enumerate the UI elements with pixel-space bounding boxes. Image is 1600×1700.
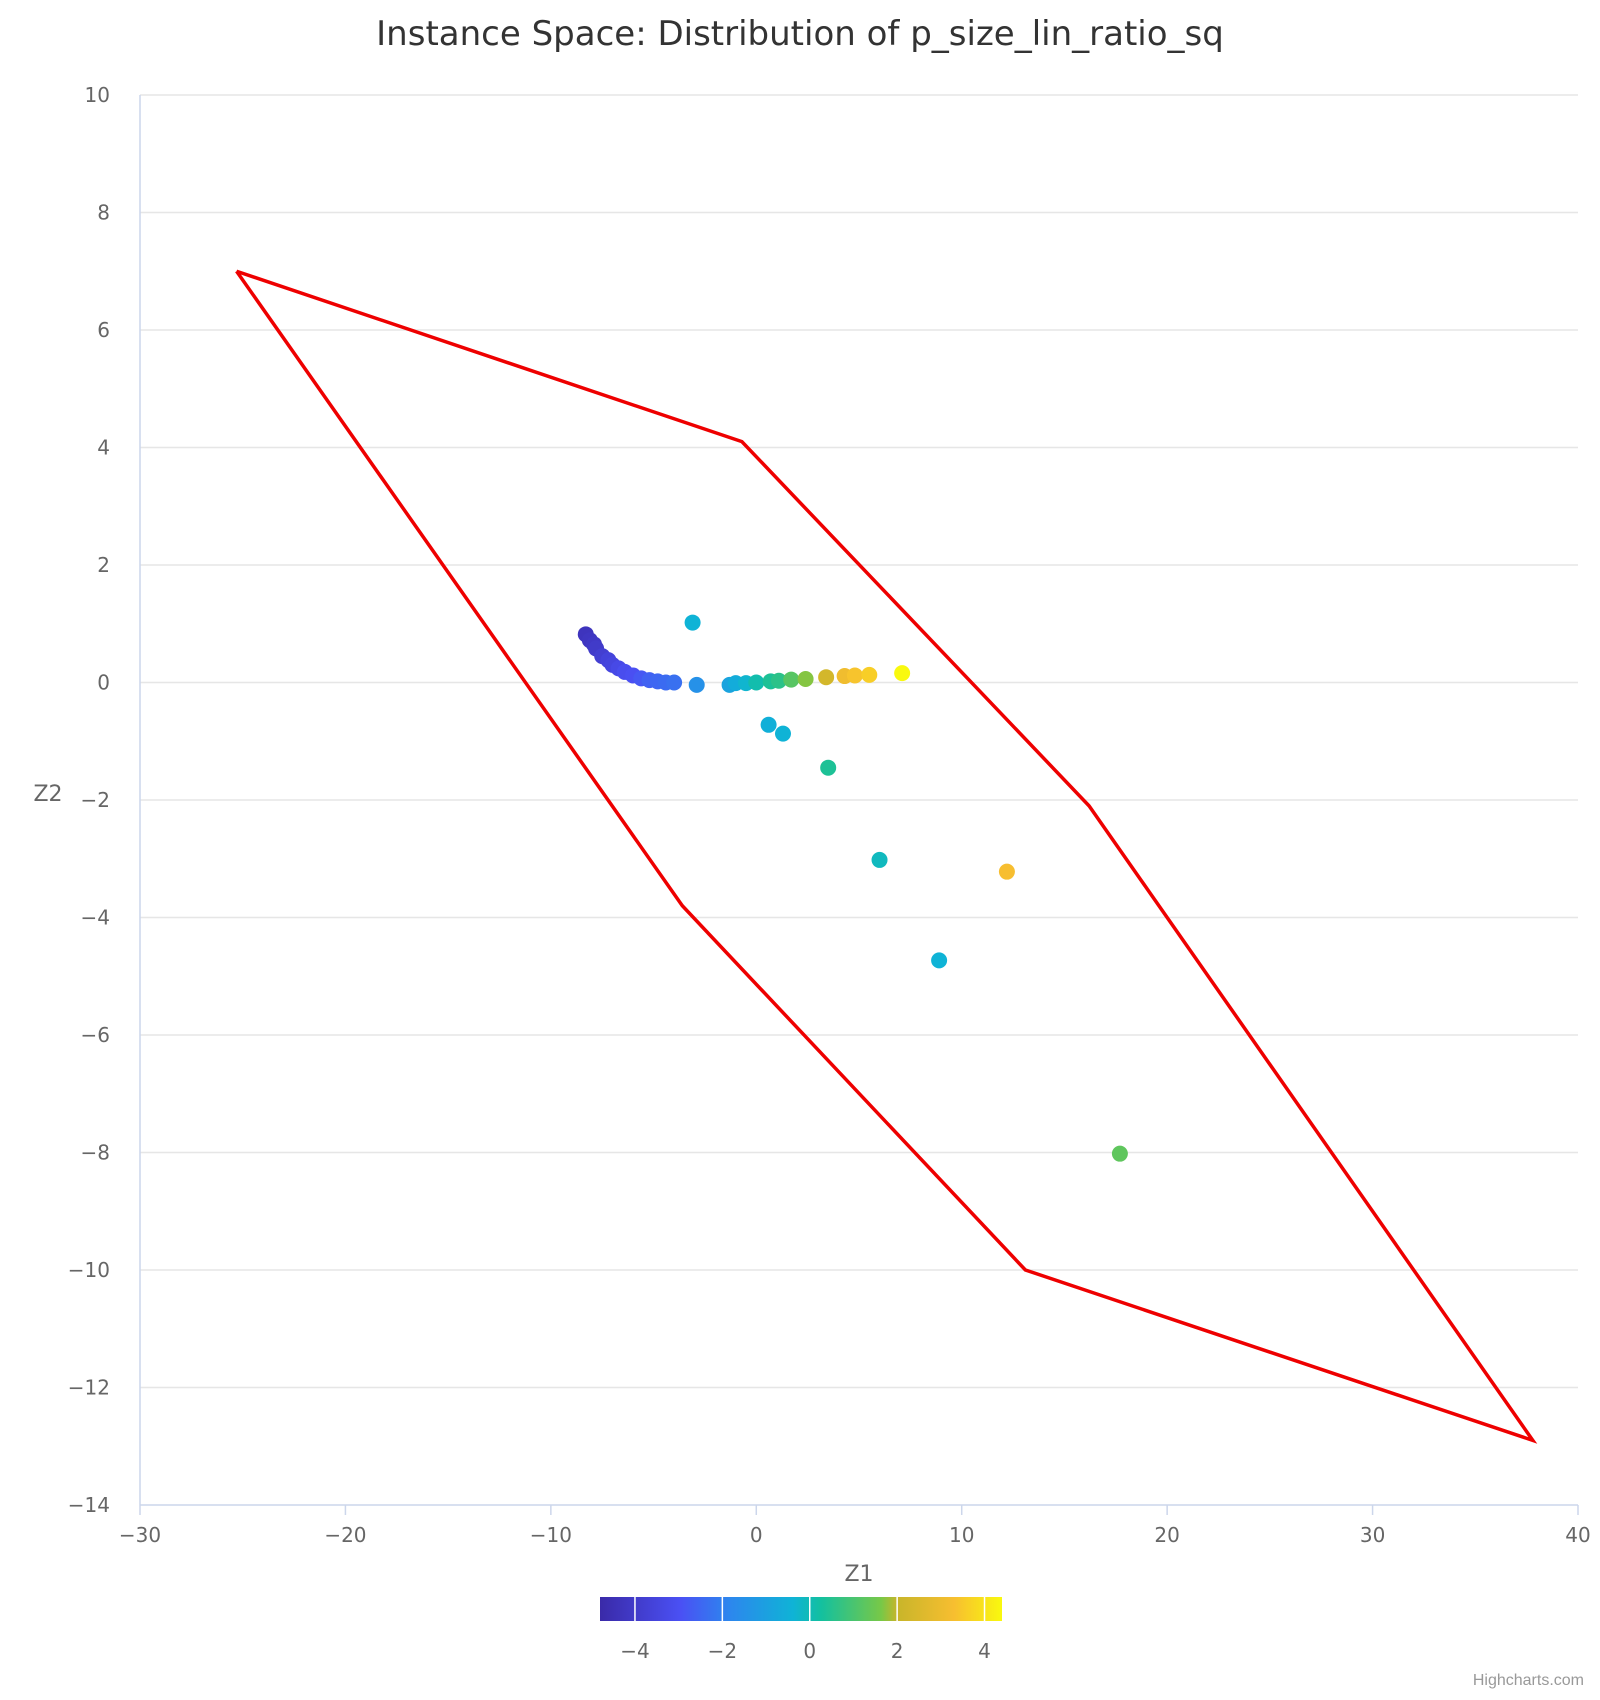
x-tick-label: −10 xyxy=(530,1523,572,1547)
y-axis-title: Z2 xyxy=(33,782,62,807)
data-point xyxy=(861,666,878,683)
x-axis-title: Z1 xyxy=(844,1562,873,1587)
color-axis-legend: −4 −2 0 2 4 xyxy=(600,1597,1002,1663)
y-tick-label: −14 xyxy=(68,1493,110,1517)
y-tick-label: −6 xyxy=(81,1023,110,1047)
credits-link[interactable]: Highcharts.com xyxy=(1472,1672,1584,1689)
y-tick-label: 2 xyxy=(97,553,110,577)
color-axis-label: 4 xyxy=(978,1639,991,1663)
chart-title: Instance Space: Distribution of p_size_l… xyxy=(376,14,1224,54)
data-point xyxy=(871,851,888,868)
x-tick-label: −20 xyxy=(324,1523,366,1547)
data-point xyxy=(894,665,911,682)
x-tick-label: 30 xyxy=(1360,1523,1385,1547)
grid-lines xyxy=(140,94,1578,1389)
data-point xyxy=(684,614,701,631)
y-tick-label: 4 xyxy=(97,436,110,460)
y-tick-label: 10 xyxy=(85,83,110,107)
data-point xyxy=(666,674,683,691)
data-point xyxy=(688,676,705,693)
data-point xyxy=(748,674,765,691)
color-axis-label: −4 xyxy=(620,1639,649,1663)
color-axis-bar xyxy=(600,1597,1002,1621)
y-tick-label: −4 xyxy=(81,906,110,930)
y-tick-label: −10 xyxy=(68,1258,110,1282)
color-axis-label: 2 xyxy=(891,1639,904,1663)
scatter-points xyxy=(577,614,1128,1162)
data-point xyxy=(931,952,948,969)
data-point xyxy=(774,725,791,742)
y-tick-label: 8 xyxy=(97,201,110,225)
color-axis-label: 0 xyxy=(803,1639,816,1663)
data-point xyxy=(998,863,1015,880)
x-tick-label: 40 xyxy=(1565,1523,1590,1547)
color-axis-label: −2 xyxy=(708,1639,737,1663)
boundary-line xyxy=(235,269,1538,1444)
data-point xyxy=(1111,1145,1128,1162)
y-tick-label: −2 xyxy=(81,788,110,812)
data-point xyxy=(770,672,787,689)
x-tick-label: −30 xyxy=(119,1523,161,1547)
data-point xyxy=(818,669,835,686)
x-tick-label: 0 xyxy=(750,1523,763,1547)
y-tick-label: 6 xyxy=(97,318,110,342)
y-tick-label: −8 xyxy=(81,1141,110,1165)
data-point xyxy=(846,667,863,684)
data-point xyxy=(783,671,800,688)
y-tick-label: 0 xyxy=(97,671,110,695)
y-tick-label: −12 xyxy=(68,1376,110,1400)
boundary-layer xyxy=(235,269,1538,1444)
data-point xyxy=(760,716,777,733)
x-tick-label: 20 xyxy=(1154,1523,1179,1547)
data-point xyxy=(820,759,837,776)
x-tick-label: 10 xyxy=(949,1523,974,1547)
data-point xyxy=(797,670,814,687)
